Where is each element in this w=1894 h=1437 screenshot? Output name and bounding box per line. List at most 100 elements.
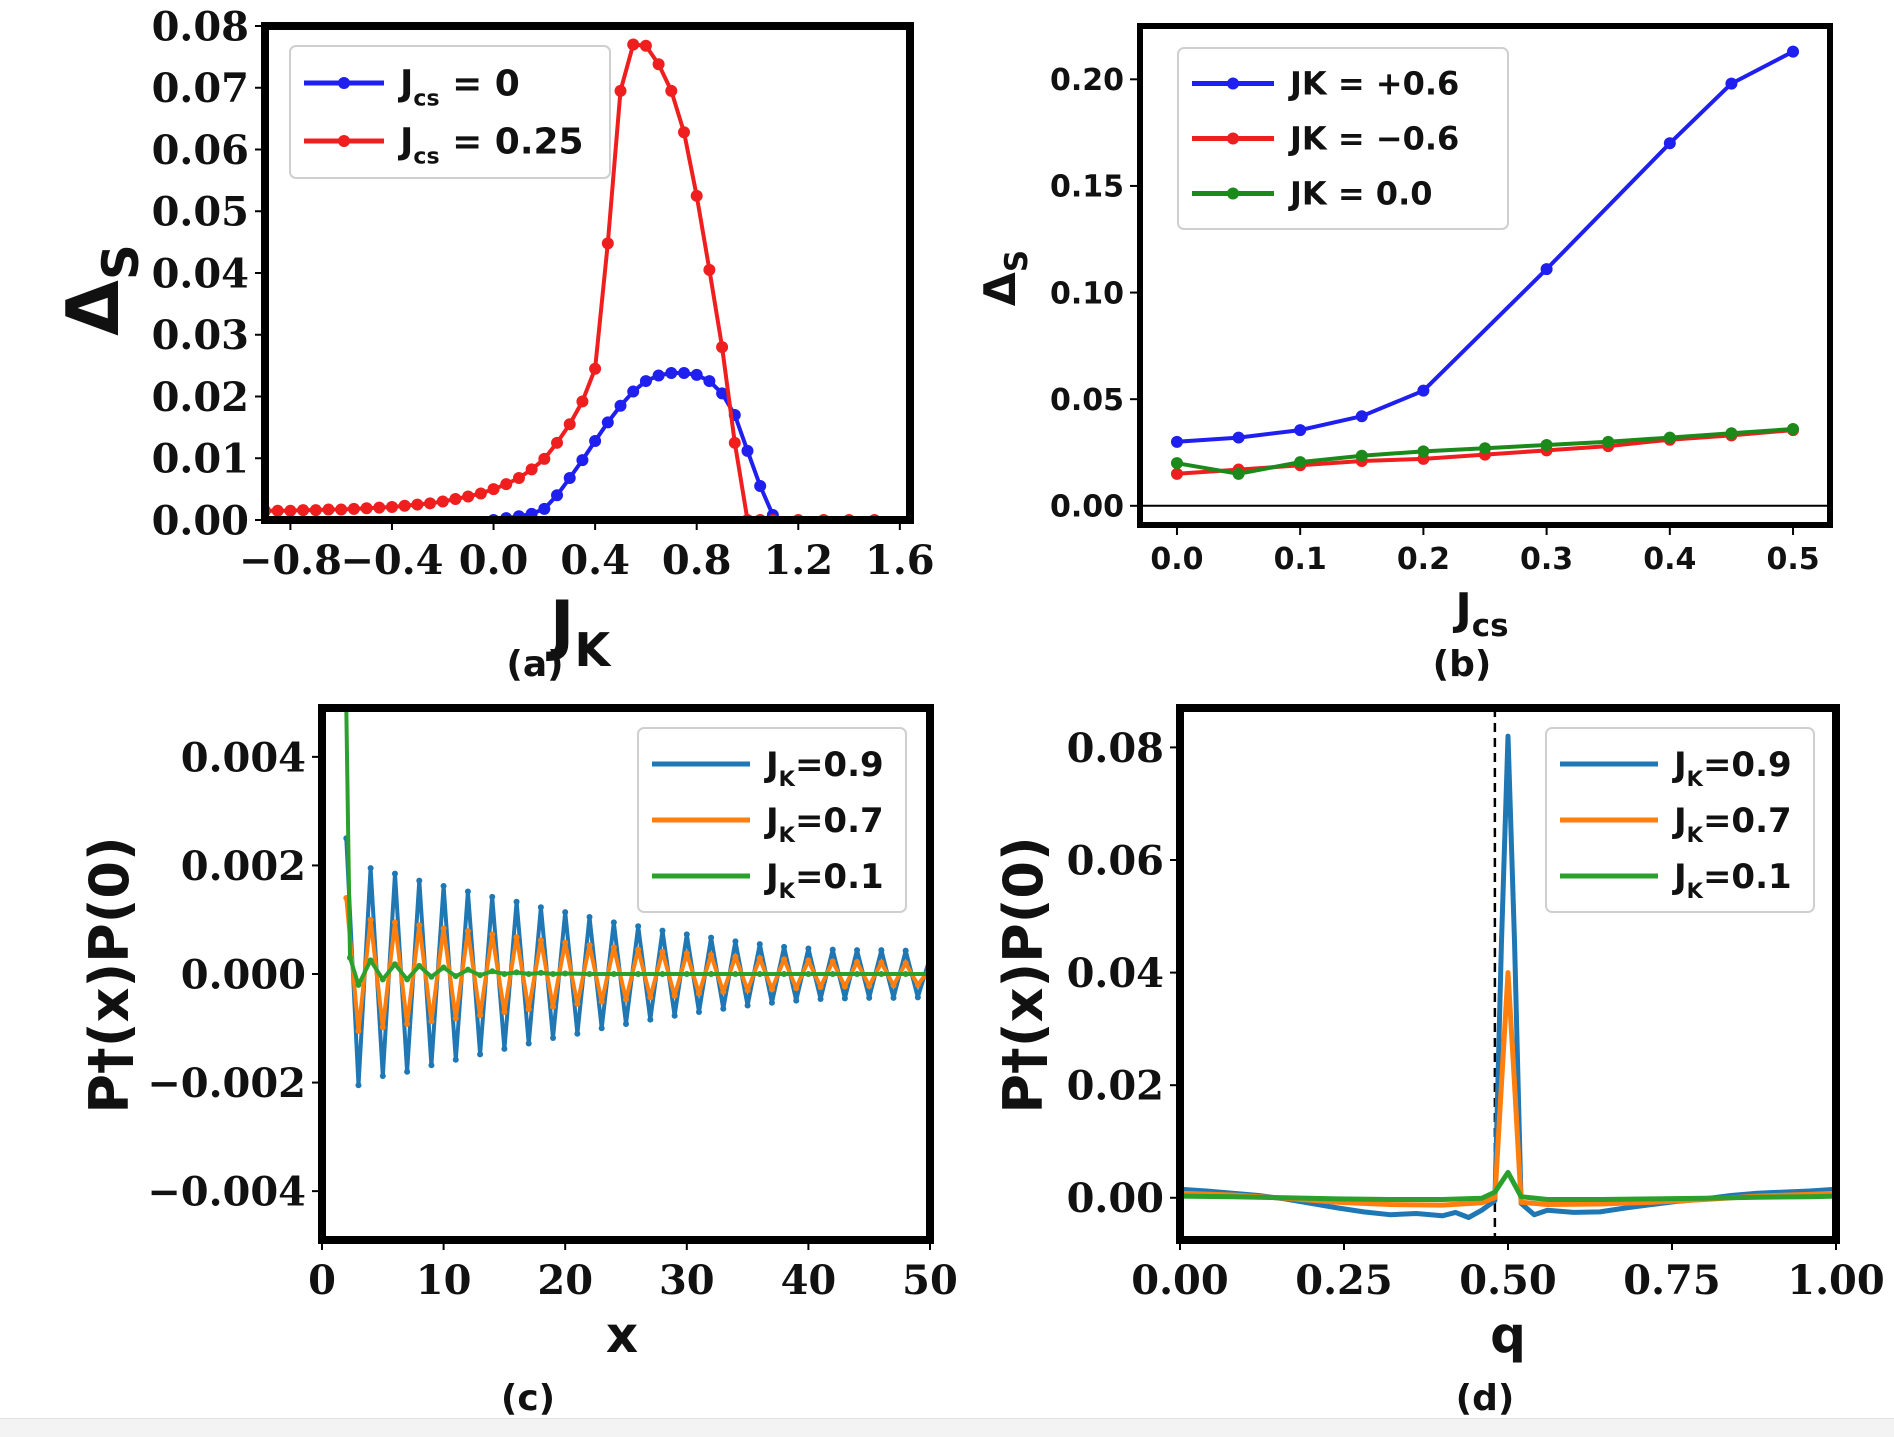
legend-label: JK = −0.6 — [1288, 120, 1459, 158]
data-point — [411, 498, 424, 511]
data-point — [385, 501, 398, 514]
y-tick-label: 0.02 — [152, 374, 249, 421]
data-point — [829, 946, 836, 953]
data-point — [598, 998, 605, 1005]
x-tick-label: 1.2 — [763, 537, 833, 584]
data-point — [489, 968, 496, 975]
data-point — [677, 367, 690, 380]
data-point — [563, 418, 576, 431]
data-point — [639, 375, 652, 388]
legend: JK = +0.6 JK = −0.6 JK = 0.0 — [1177, 47, 1509, 230]
data-point — [551, 436, 564, 449]
y-tick-label: 0.004 — [181, 734, 306, 781]
y-tick-label: 0.01 — [152, 436, 249, 483]
y-tick-label: 0.00 — [1050, 490, 1124, 525]
data-point — [416, 877, 423, 884]
data-point — [610, 971, 617, 977]
data-point — [525, 1006, 532, 1013]
legend-label: Jcs = 0 — [397, 64, 520, 112]
data-point — [627, 385, 640, 398]
data-point — [1663, 431, 1676, 444]
data-point — [501, 1009, 508, 1015]
data-point — [817, 984, 824, 991]
data-point — [589, 362, 602, 375]
plot-area — [343, 708, 930, 1089]
x-tick-label: 0.0 — [1150, 542, 1203, 577]
data-point — [829, 971, 836, 977]
data-point — [878, 971, 885, 977]
data-point — [586, 971, 593, 977]
data-point — [854, 971, 861, 977]
data-point — [550, 971, 557, 977]
x-tick-label: −0.8 — [239, 537, 342, 584]
data-point — [501, 1045, 508, 1052]
y-tick-label: 0.08 — [1067, 725, 1164, 772]
legend: JK=0.9 JK=0.7 JK=0.1 — [1545, 727, 1815, 913]
data-point — [367, 865, 374, 872]
data-point — [652, 369, 665, 382]
data-point — [890, 994, 897, 1001]
y-tick-label: 0.06 — [1067, 837, 1164, 884]
data-point — [793, 997, 800, 1004]
data-point — [744, 1002, 751, 1009]
data-point — [440, 925, 447, 932]
data-point — [562, 970, 569, 977]
x-tick-label: 0.00 — [1131, 1257, 1228, 1304]
data-point — [677, 126, 690, 139]
x-tick-label: 0.50 — [1459, 1257, 1556, 1304]
data-point — [562, 909, 569, 916]
data-point — [793, 985, 800, 992]
data-point — [854, 959, 861, 966]
data-point — [586, 914, 593, 920]
x-tick-label: 0.4 — [1643, 542, 1696, 577]
x-tick-label: −0.4 — [340, 537, 443, 584]
data-point — [474, 487, 487, 500]
x-tick-label: 0.3 — [1520, 542, 1573, 577]
x-tick-label: 40 — [781, 1257, 837, 1304]
data-point — [878, 947, 885, 954]
data-point — [563, 472, 576, 485]
panel-caption: (c) — [501, 1378, 555, 1419]
data-point — [695, 990, 702, 997]
data-point — [1170, 435, 1183, 448]
data-point — [525, 971, 532, 977]
data-point — [652, 58, 665, 71]
data-point — [756, 955, 763, 962]
legend-label: JK=0.1 — [764, 857, 884, 903]
x-tick-label: 0.25 — [1295, 1257, 1392, 1304]
data-point — [367, 957, 374, 964]
data-point — [671, 1012, 678, 1019]
data-point — [805, 945, 812, 952]
x-tick-label: 0.75 — [1623, 1257, 1720, 1304]
data-point — [754, 480, 767, 493]
data-point — [1787, 423, 1800, 436]
data-point — [537, 969, 544, 976]
data-point — [428, 1018, 435, 1025]
data-point — [601, 237, 614, 250]
data-point — [574, 1030, 581, 1037]
data-point — [623, 996, 629, 1003]
data-point — [1417, 384, 1430, 397]
data-point — [756, 941, 763, 948]
data-point — [720, 988, 727, 995]
x-tick-label: 30 — [659, 1257, 715, 1304]
data-point — [424, 497, 437, 510]
data-point — [391, 919, 398, 926]
data-point — [781, 971, 788, 977]
data-point — [440, 883, 447, 890]
data-point — [817, 995, 824, 1002]
data-point — [477, 1012, 484, 1019]
data-point — [744, 987, 751, 994]
x-axis-label: q — [1490, 1306, 1526, 1364]
data-point — [665, 367, 678, 380]
y-axis-label: ΔS — [51, 244, 150, 336]
data-point — [489, 931, 496, 938]
data-point — [550, 1003, 557, 1010]
legend-label: JK=0.7 — [1672, 801, 1792, 847]
legend-box — [1177, 47, 1509, 230]
data-point — [716, 387, 729, 400]
data-point — [537, 937, 544, 944]
data-point — [586, 942, 593, 949]
data-point — [683, 931, 690, 938]
y-tick-label: 0.08 — [152, 3, 249, 50]
